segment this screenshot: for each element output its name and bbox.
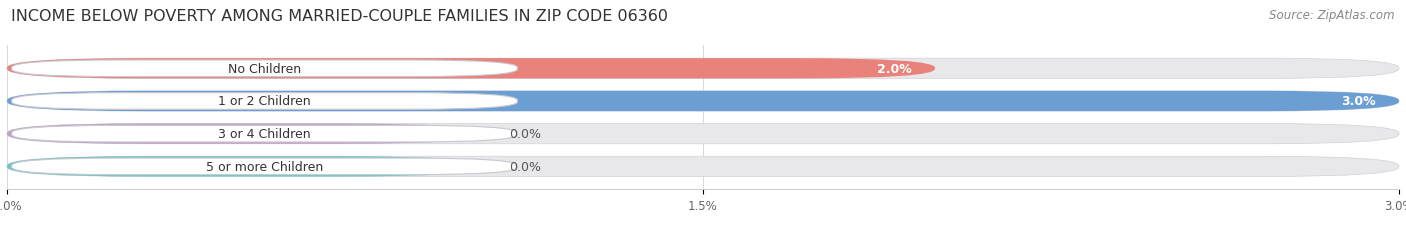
Text: 0.0%: 0.0% (509, 160, 541, 173)
FancyBboxPatch shape (7, 59, 1399, 79)
FancyBboxPatch shape (7, 157, 481, 177)
Text: No Children: No Children (228, 63, 301, 76)
Text: 1 or 2 Children: 1 or 2 Children (218, 95, 311, 108)
FancyBboxPatch shape (7, 157, 1399, 177)
FancyBboxPatch shape (11, 61, 517, 77)
Text: 5 or more Children: 5 or more Children (205, 160, 323, 173)
FancyBboxPatch shape (11, 158, 517, 175)
Text: INCOME BELOW POVERTY AMONG MARRIED-COUPLE FAMILIES IN ZIP CODE 06360: INCOME BELOW POVERTY AMONG MARRIED-COUPL… (11, 9, 668, 24)
Text: 0.0%: 0.0% (509, 128, 541, 140)
Text: 3.0%: 3.0% (1341, 95, 1376, 108)
Text: 3 or 4 Children: 3 or 4 Children (218, 128, 311, 140)
FancyBboxPatch shape (7, 91, 1399, 112)
Text: 2.0%: 2.0% (877, 63, 911, 76)
FancyBboxPatch shape (7, 124, 1399, 144)
Text: Source: ZipAtlas.com: Source: ZipAtlas.com (1270, 9, 1395, 22)
FancyBboxPatch shape (11, 93, 517, 110)
FancyBboxPatch shape (11, 126, 517, 142)
FancyBboxPatch shape (7, 91, 1399, 112)
FancyBboxPatch shape (7, 124, 481, 144)
FancyBboxPatch shape (7, 59, 935, 79)
